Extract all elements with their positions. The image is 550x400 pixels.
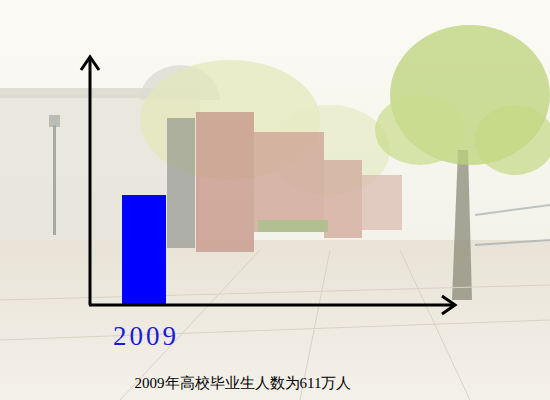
- chart-root: 2009 2009年高校毕业生人数为611万人: [0, 0, 550, 400]
- y-arrow: [81, 57, 99, 70]
- x-tick-label: 2009: [113, 321, 179, 351]
- gate: [167, 118, 195, 248]
- gate-wall: [362, 175, 402, 230]
- railing: [475, 205, 550, 245]
- bar: [122, 195, 166, 305]
- pavement: [0, 250, 550, 400]
- y-axis: [89, 58, 92, 305]
- tree-trunk: [452, 150, 472, 300]
- hedge: [258, 220, 328, 232]
- lamp: [49, 115, 60, 127]
- gate-pillar: [196, 112, 254, 252]
- gate-wall: [254, 132, 324, 232]
- lamp-post: [53, 125, 56, 235]
- tree-crown: [475, 105, 550, 175]
- x-arrow: [442, 296, 455, 314]
- x-axis: [89, 304, 454, 307]
- background: [0, 0, 550, 400]
- caption: 2009年高校毕业生人数为611万人: [135, 375, 352, 391]
- bars: [122, 195, 166, 305]
- tree-crown: [375, 95, 465, 165]
- gate-pillar: [324, 160, 362, 238]
